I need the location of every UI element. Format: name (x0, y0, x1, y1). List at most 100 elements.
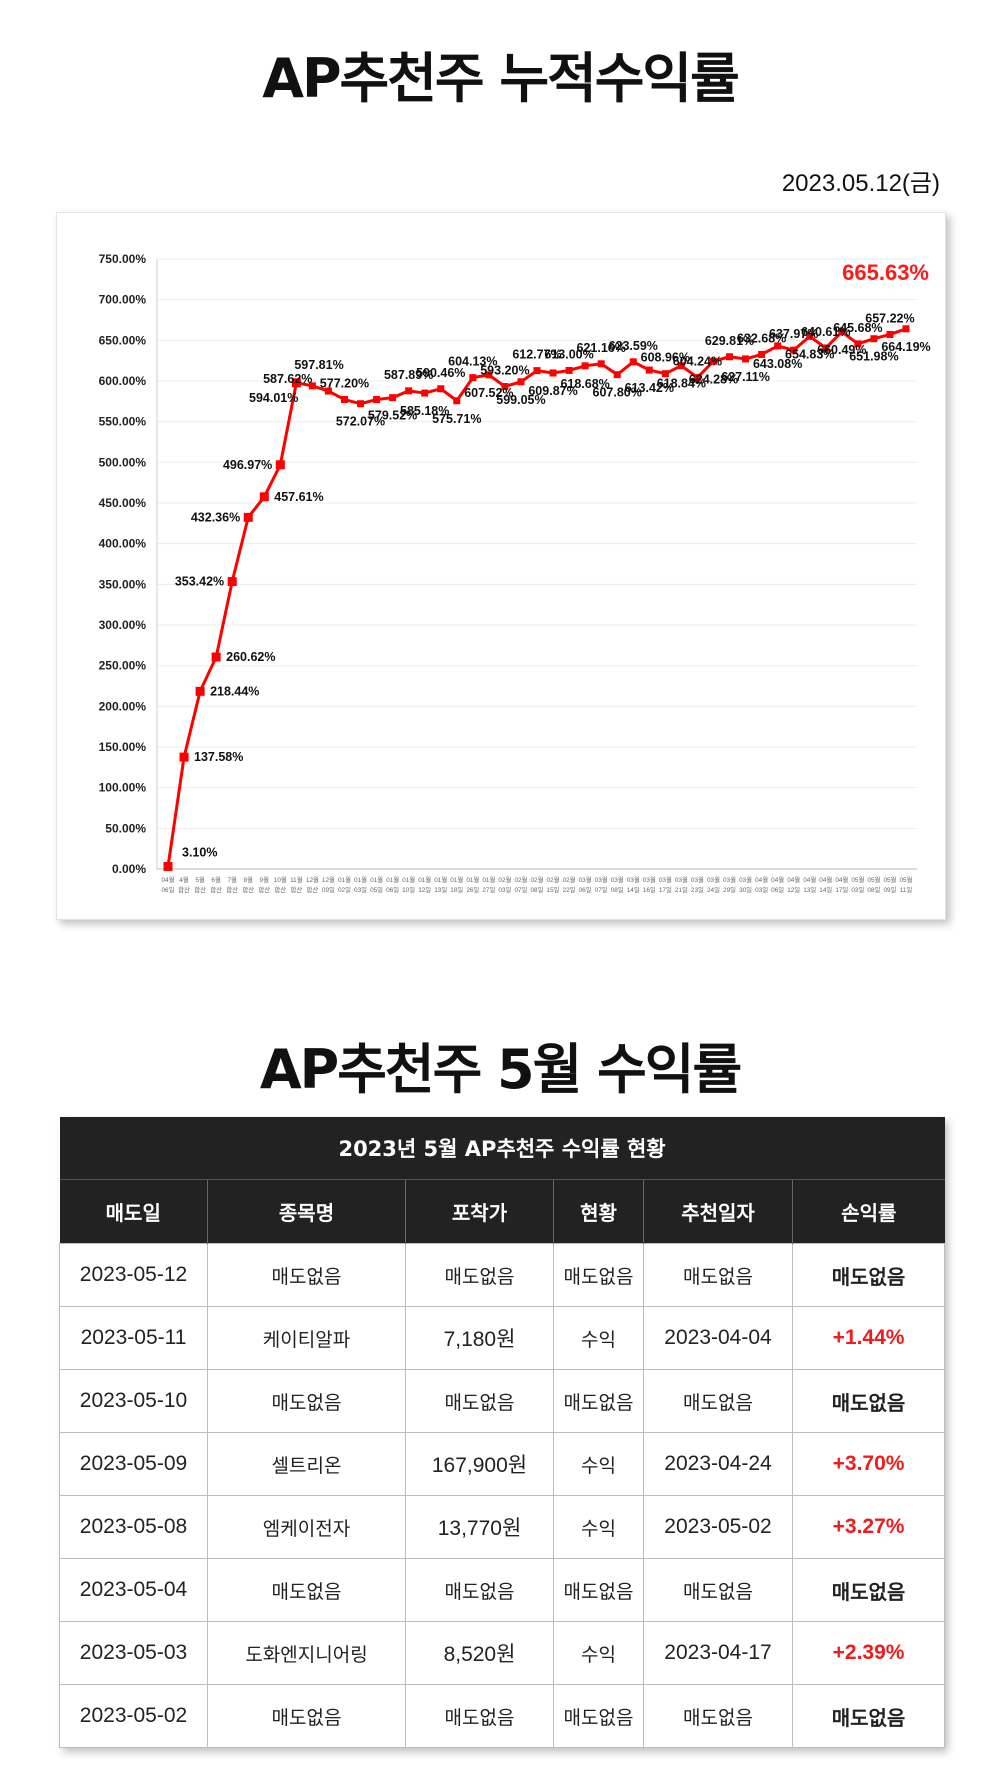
table-row: 2023-05-04 매도없음 매도없음 매도없음 매도없음 매도없음 (59, 1558, 946, 1622)
cell-name: 매도없음 (207, 1369, 406, 1433)
data-label: 604.24% (673, 355, 722, 369)
x-tick-label: 04월 06일 (771, 875, 784, 894)
y-tick-label: 400.00% (99, 537, 147, 551)
x-tick-label: 04월 06일 (162, 875, 175, 894)
data-point (661, 370, 669, 378)
x-tick-label: 8월 합산 (242, 875, 254, 894)
data-point (613, 371, 621, 379)
data-point (163, 861, 173, 871)
data-point (308, 382, 316, 390)
data-point (195, 686, 205, 696)
x-tick-label: 02월 03일 (498, 875, 511, 894)
x-tick-label: 04월 03일 (755, 875, 768, 894)
x-tick-label: 05월 11일 (900, 875, 913, 894)
x-tick-label: 03월 30일 (739, 875, 752, 894)
data-point (517, 378, 525, 386)
x-tick-label: 03월 17일 (659, 875, 672, 894)
data-label: 585.18% (400, 404, 449, 418)
x-tick-label: 01월 05일 (370, 875, 383, 894)
cell-price: 매도없음 (405, 1558, 554, 1622)
data-point (533, 367, 541, 375)
data-point (886, 330, 894, 338)
data-label: 260.62% (226, 650, 275, 664)
table-row: 2023-05-09 셀트리온 167,900원 수익 2023-04-24 +3.70% (59, 1432, 946, 1496)
data-point (565, 366, 573, 374)
column-header: 종목명 (207, 1179, 406, 1244)
latest-return-label: 665.63% (842, 260, 929, 285)
y-tick-label: 700.00% (99, 293, 147, 307)
y-tick-label: 200.00% (99, 699, 147, 713)
data-label: 579.52% (368, 409, 417, 423)
data-point (758, 350, 766, 358)
x-tick-label: 02월 15일 (547, 875, 560, 894)
data-label: 572.07% (336, 415, 385, 429)
x-tick-label: 03월 29일 (723, 875, 736, 894)
cell-price: 13,770원 (405, 1495, 554, 1559)
data-point (709, 357, 717, 365)
column-header: 포착가 (405, 1179, 554, 1244)
cell-name: 매도없음 (207, 1243, 406, 1307)
cell-name: 매도없음 (207, 1558, 406, 1622)
x-tick-label: 01월 26일 (466, 875, 479, 894)
data-label: 353.42% (175, 575, 224, 589)
x-tick-label: 04월 12일 (787, 875, 800, 894)
data-label: 629.81% (705, 334, 754, 348)
x-tick-label: 02월 08일 (531, 875, 544, 894)
y-tick-label: 350.00% (99, 577, 147, 591)
data-label: 660.49% (817, 343, 866, 357)
x-tick-label: 03월 14일 (627, 875, 640, 894)
series-line (166, 327, 907, 867)
cell-date: 2023-05-11 (59, 1306, 208, 1370)
cell-price: 8,520원 (405, 1621, 554, 1685)
data-label: 597.81% (294, 358, 343, 372)
data-point (693, 374, 701, 382)
column-header: 매도일 (59, 1179, 208, 1244)
cell-status: 수익 (553, 1495, 644, 1559)
cell-status: 매도없음 (553, 1243, 644, 1307)
data-label: 612.77% (512, 348, 561, 362)
y-tick-label: 600.00% (99, 374, 147, 388)
x-tick-label: 04월 14일 (819, 875, 832, 894)
table-row: 2023-05-12 매도없음 매도없음 매도없음 매도없음 매도없음 (59, 1243, 946, 1307)
y-tick-label: 750.00% (99, 252, 147, 266)
data-label: 643.08% (753, 357, 802, 371)
x-tick-label: 01월 03일 (354, 875, 367, 894)
data-label: 657.22% (865, 311, 914, 325)
cell-name: 케이티알파 (207, 1306, 406, 1370)
data-label: 651.98% (849, 350, 898, 364)
data-point (437, 385, 445, 393)
data-point (227, 577, 237, 587)
data-label: 3.10% (182, 845, 217, 859)
data-label: 664.19% (881, 340, 930, 354)
data-point (324, 387, 332, 395)
cell-ret: +1.44% (791, 1306, 946, 1370)
data-point (179, 752, 189, 762)
y-tick-label: 650.00% (99, 333, 147, 347)
y-tick-label: 0.00% (112, 862, 146, 876)
table-title: AP추천주 5월 수익률 (259, 1038, 742, 1101)
data-point (549, 369, 557, 377)
x-tick-label: 12월 09일 (322, 875, 335, 894)
y-tick-label: 50.00% (105, 821, 146, 835)
data-label: 607.52% (464, 386, 513, 400)
cell-name: 엠케이전자 (207, 1495, 406, 1559)
data-label: 604.13% (448, 355, 497, 369)
data-label: 587.62% (263, 372, 312, 386)
data-point (373, 396, 381, 404)
data-point (211, 652, 221, 662)
table-row: 2023-05-10 매도없음 매도없음 매도없음 매도없음 매도없음 (59, 1369, 946, 1433)
data-point (774, 342, 782, 350)
cell-rec: 매도없음 (643, 1558, 793, 1622)
y-tick-label: 100.00% (99, 781, 147, 795)
data-point (902, 325, 910, 333)
data-point (822, 344, 830, 352)
x-tick-label: 03월 07일 (595, 875, 608, 894)
data-label: 594.01% (249, 391, 298, 405)
data-point (581, 362, 589, 370)
x-tick-label: 03월 16일 (643, 875, 656, 894)
cell-rec: 매도없음 (643, 1684, 793, 1748)
data-point (629, 358, 637, 366)
table-row: 2023-05-11 케이티알파 7,180원 수익 2023-04-04 +1.44% (59, 1306, 946, 1370)
y-tick-label: 250.00% (99, 659, 147, 673)
cell-price: 167,900원 (405, 1432, 554, 1496)
